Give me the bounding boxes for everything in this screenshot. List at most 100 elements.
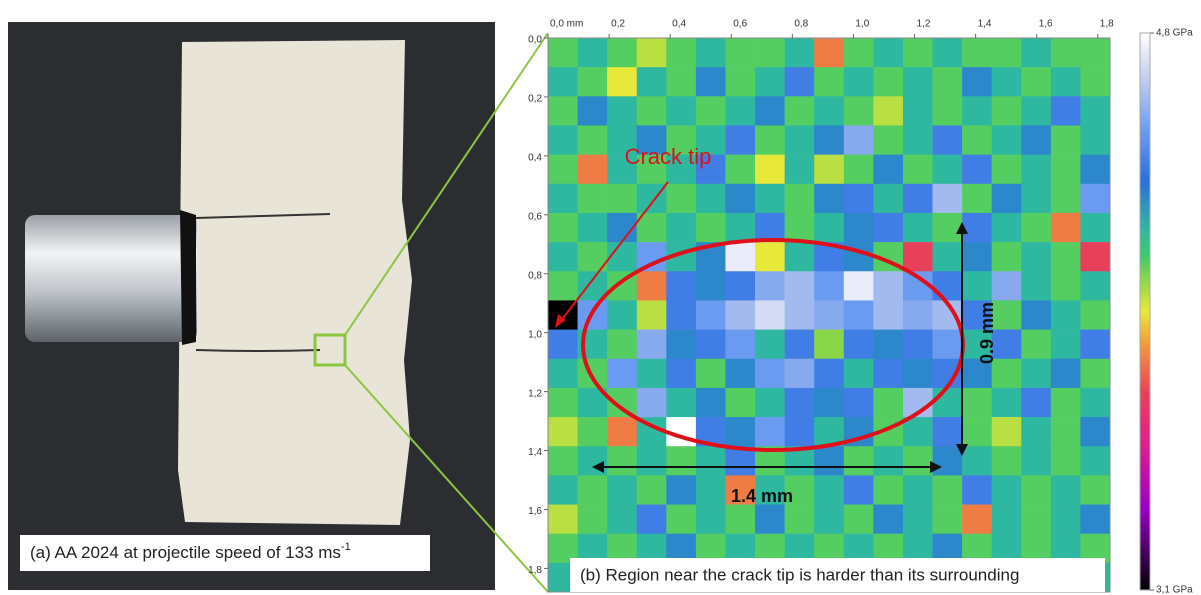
crater xyxy=(180,210,196,345)
cell xyxy=(607,125,638,155)
cell xyxy=(814,329,845,360)
cell xyxy=(666,212,697,243)
cell xyxy=(755,125,785,155)
cell xyxy=(695,38,726,68)
x-tick-label: 1,0 xyxy=(855,19,869,30)
cell xyxy=(607,475,638,505)
cell xyxy=(577,358,608,389)
y-tick-label: 1,2 xyxy=(528,388,542,399)
cell xyxy=(695,446,726,476)
cell xyxy=(1021,300,1052,330)
cell xyxy=(1050,154,1081,185)
cell xyxy=(1050,242,1081,272)
cell xyxy=(814,358,845,389)
colorbar-label: 4,8 GPa xyxy=(1156,28,1193,39)
cell xyxy=(636,212,667,243)
annotations: Crack tip 1.4 mm 0.9 mm (b) Region near … xyxy=(555,144,1105,592)
y-tick-label: 1,6 xyxy=(528,506,542,517)
cell xyxy=(843,242,874,272)
cell xyxy=(814,96,845,126)
cell xyxy=(962,212,992,243)
cell xyxy=(962,183,992,214)
cell xyxy=(1021,67,1052,97)
cell xyxy=(548,329,578,360)
cell xyxy=(577,154,608,185)
cell xyxy=(695,504,726,534)
cell xyxy=(784,96,815,126)
cell xyxy=(843,475,874,505)
cell xyxy=(814,183,845,214)
cell xyxy=(1080,475,1111,505)
arrow xyxy=(559,181,669,323)
y-tick-label: 0,0 xyxy=(528,35,542,46)
cell xyxy=(962,242,992,272)
cell xyxy=(814,212,845,243)
cell xyxy=(1080,183,1111,214)
cell xyxy=(902,300,933,330)
cell xyxy=(755,183,785,214)
cell xyxy=(991,446,1022,476)
cell xyxy=(695,212,726,243)
cell xyxy=(902,183,933,214)
cell xyxy=(962,475,992,505)
cell xyxy=(725,300,756,330)
cell xyxy=(548,125,578,155)
cell xyxy=(932,125,963,155)
cell xyxy=(932,96,963,126)
cell xyxy=(1021,475,1052,505)
cell xyxy=(784,358,815,389)
x-tick-label: 0,0 mm xyxy=(550,19,583,30)
cell xyxy=(695,154,726,185)
cell xyxy=(902,417,933,447)
cell xyxy=(1080,300,1111,330)
cell xyxy=(666,125,697,155)
cell xyxy=(962,358,992,389)
cell xyxy=(607,96,638,126)
cell xyxy=(695,358,726,389)
cell xyxy=(1050,417,1081,447)
cell xyxy=(873,504,904,534)
cell xyxy=(784,38,815,68)
caption: (b) Region near the crack tip is harder … xyxy=(580,565,1019,584)
cell xyxy=(636,96,667,126)
cell xyxy=(755,96,785,126)
crack-tip-label: Crack tip xyxy=(625,144,712,169)
cell xyxy=(932,475,963,505)
cell xyxy=(991,387,1022,418)
cell xyxy=(873,154,904,185)
cell xyxy=(843,358,874,389)
cell xyxy=(1050,96,1081,126)
cell xyxy=(1080,417,1111,447)
cell xyxy=(725,242,756,272)
cell xyxy=(666,154,697,185)
cell xyxy=(932,387,963,418)
cell xyxy=(755,300,785,330)
cell xyxy=(548,504,578,534)
cell xyxy=(666,96,697,126)
cell xyxy=(873,358,904,389)
cell xyxy=(548,446,578,476)
cell xyxy=(843,212,874,243)
cell xyxy=(725,96,756,126)
cell xyxy=(932,154,963,185)
cell xyxy=(991,242,1022,272)
cell xyxy=(902,38,933,68)
cell xyxy=(666,300,697,330)
cell xyxy=(814,300,845,330)
cell xyxy=(607,300,638,330)
arrow-head xyxy=(555,314,566,328)
cell xyxy=(725,417,756,447)
cell xyxy=(755,475,785,505)
cell xyxy=(873,212,904,243)
cell xyxy=(548,358,578,389)
cell xyxy=(1080,96,1111,126)
cell xyxy=(1050,446,1081,476)
x-tick-label: 1,2 xyxy=(917,19,931,30)
caption: (a) AA 2024 at projectile speed of 133 m… xyxy=(30,541,351,563)
cell xyxy=(755,154,785,185)
x-tick-label: 1,6 xyxy=(1039,19,1053,30)
cell xyxy=(1050,212,1081,243)
cell xyxy=(577,125,608,155)
cell xyxy=(666,271,697,301)
cell xyxy=(991,212,1022,243)
